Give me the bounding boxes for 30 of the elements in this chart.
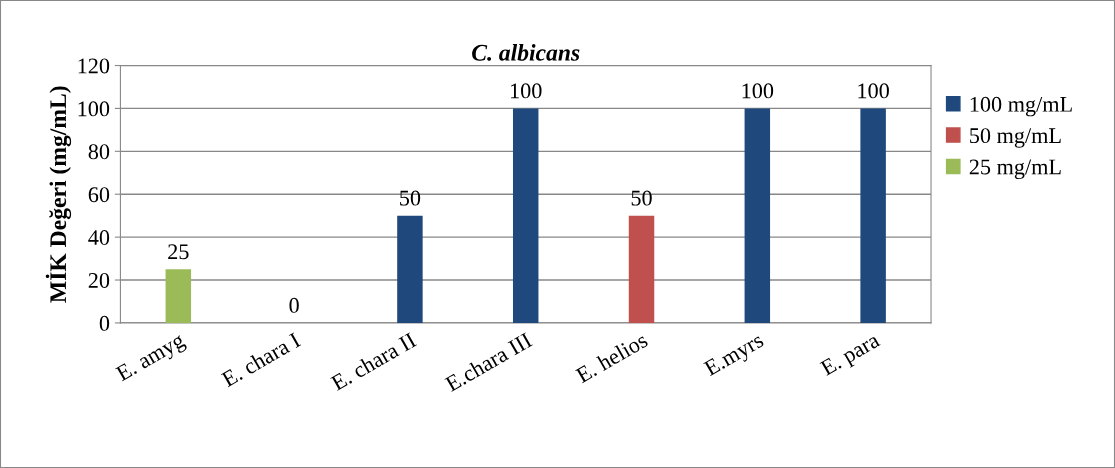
y-tick-label: 60 <box>88 187 110 203</box>
legend-label: 100 mg/mL <box>970 96 1072 117</box>
x-tick-label: E. chara I <box>220 331 302 388</box>
data-label: 100 <box>511 83 542 99</box>
x-tick-label: E. amyg <box>115 332 189 386</box>
legend-label: 25 mg/mL <box>969 159 1061 180</box>
bar <box>860 108 886 323</box>
x-tick-label: E. chara II <box>329 331 418 392</box>
data-label: 100 <box>858 83 889 99</box>
data-label: 0 <box>289 297 299 313</box>
bar <box>165 269 192 323</box>
y-tick-label: 20 <box>88 272 110 288</box>
legend-label: 50 mg/mL <box>970 128 1061 148</box>
bar <box>397 215 423 323</box>
bar <box>744 108 771 323</box>
y-axis-title: MİK Değeri (mg/mL) <box>45 86 72 303</box>
data-label: 50 <box>400 190 421 206</box>
y-tick-label: 120 <box>78 58 110 74</box>
x-tick-label: E. para <box>819 332 883 380</box>
y-tick-label: 40 <box>88 230 110 246</box>
data-label: 25 <box>168 244 189 260</box>
data-label: 50 <box>631 190 652 206</box>
y-tick-label: 100 <box>78 101 110 117</box>
chart-title: C. albicans <box>472 44 580 61</box>
y-tick-label: 0 <box>99 315 110 331</box>
y-tick-label: 80 <box>88 144 110 160</box>
bar <box>512 108 539 323</box>
bar <box>628 215 655 323</box>
x-tick-label: E. helios <box>574 331 649 384</box>
data-label: 100 <box>742 83 774 99</box>
